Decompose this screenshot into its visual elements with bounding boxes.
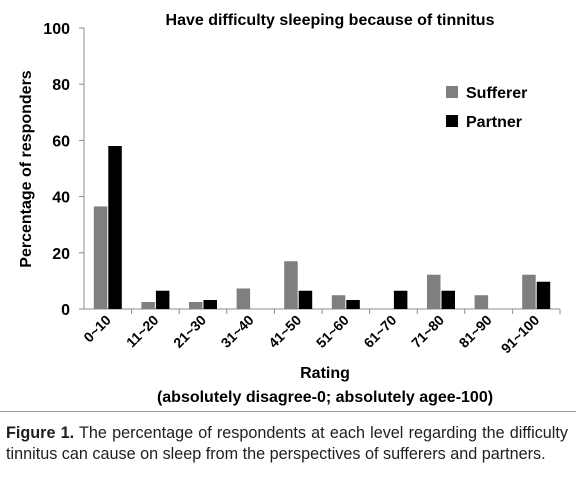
x-tick-label: 21~30 — [170, 312, 209, 351]
chart-title: Have difficulty sleeping because of tinn… — [166, 12, 495, 29]
x-tick-label: 61~70 — [360, 312, 399, 351]
bar-partner — [155, 290, 170, 309]
y-axis-label: Percentage of responders — [18, 70, 35, 268]
x-tick-label: 0~10 — [80, 312, 114, 346]
bar-sufferer — [474, 295, 489, 309]
x-tick-label: 51~60 — [313, 312, 352, 351]
bar-sufferer — [284, 261, 298, 309]
bar-sufferer — [427, 274, 441, 309]
x-tick-label: 81~90 — [456, 312, 495, 351]
y-tick-label: 100 — [43, 21, 70, 38]
bar-partner — [298, 290, 313, 309]
x-tick-label: 11~20 — [123, 312, 162, 351]
bar-partner — [203, 300, 217, 309]
bar-partner — [346, 300, 360, 309]
x-tick-label: 71~80 — [408, 312, 447, 351]
legend-label-partner: Partner — [466, 114, 522, 131]
figure-caption: Figure 1. The percentage of respondents … — [6, 423, 568, 465]
bar-sufferer — [236, 288, 251, 309]
caption-divider — [0, 411, 576, 412]
bar-sufferer — [189, 301, 203, 309]
bar-sufferer — [93, 206, 108, 309]
x-axis-label: Rating — [300, 365, 350, 382]
x-tick-label: 91~100 — [498, 312, 543, 357]
y-tick-label: 0 — [61, 302, 70, 319]
x-tick-label: 31~40 — [218, 312, 257, 351]
caption-text: The percentage of respondents at each le… — [6, 424, 568, 463]
bar-partner — [108, 146, 122, 309]
bar-partner — [393, 290, 408, 309]
caption-label: Figure 1. — [6, 424, 75, 442]
bar-partner — [536, 281, 551, 309]
chart-area: Have difficulty sleeping because of tinn… — [18, 12, 561, 406]
y-tick-label: 40 — [52, 190, 70, 207]
bar-sufferer — [141, 301, 155, 309]
y-tick-label: 80 — [52, 77, 70, 94]
bar-chart: Have difficulty sleeping because of tinn… — [18, 12, 561, 406]
legend-swatch-sufferer — [446, 86, 458, 98]
bar-sufferer — [331, 295, 346, 309]
legend-label-sufferer: Sufferer — [466, 85, 527, 102]
y-tick-label: 20 — [52, 246, 70, 263]
legend-swatch-partner — [446, 115, 458, 127]
bar-partner — [441, 290, 455, 309]
y-tick-label: 60 — [52, 133, 70, 150]
bar-sufferer — [522, 274, 536, 309]
x-axis-sublabel: (absolutely disagree-0; absolutely agee-… — [157, 389, 493, 406]
x-tick-label: 41~50 — [265, 312, 304, 351]
